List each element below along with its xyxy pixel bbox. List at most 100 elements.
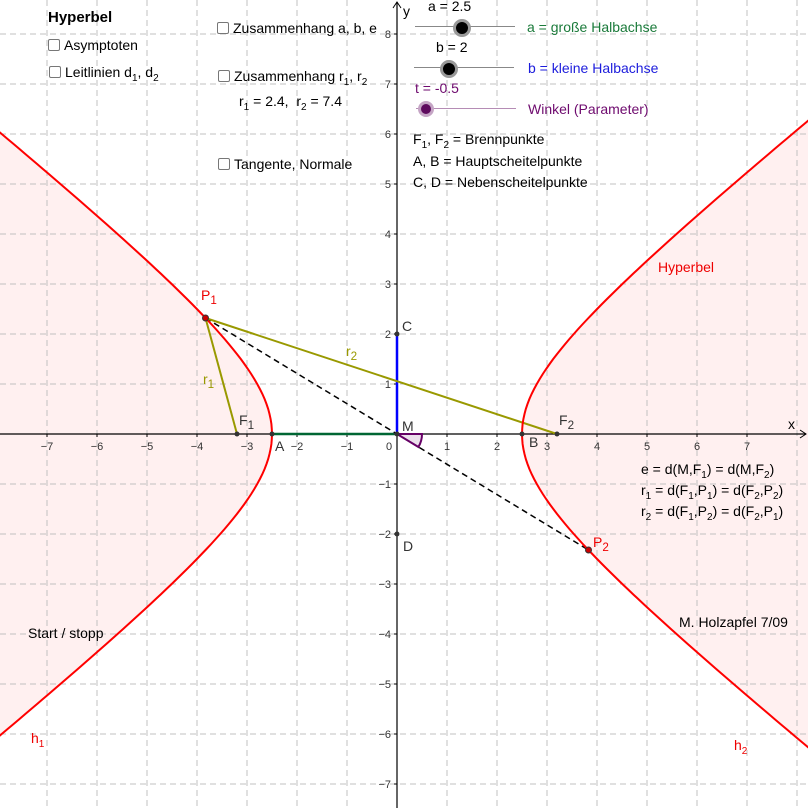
y-tick-label: 8: [385, 29, 391, 41]
h2-label: h2: [734, 737, 748, 757]
page-title: Hyperbel: [48, 9, 113, 26]
y-tick-label: −4: [378, 629, 391, 641]
checkbox-tangente-normale[interactable]: Tangente, Normale: [218, 156, 352, 172]
x-axis-label: x: [788, 416, 795, 432]
slider-a-description: a = große Halbachse: [527, 19, 658, 35]
x-tick-label: 5: [644, 441, 650, 453]
construction-lines: [204, 317, 589, 551]
y-tick-label: −2: [378, 529, 391, 541]
r-values-text: r1 = 2.4, r2 = 7.4: [239, 93, 342, 113]
slider-t[interactable]: [416, 99, 516, 119]
slider-b-description: b = kleine Halbachse: [528, 60, 659, 76]
checkbox-asymptoten[interactable]: Asymptoten: [48, 37, 138, 53]
start-stop-button[interactable]: Start / stopp: [28, 625, 104, 641]
x-tick-label: 6: [694, 441, 700, 453]
y-axis-label: y: [403, 3, 410, 19]
legend-brennpunkte: F1, F2 = Brennpunkte: [413, 131, 545, 151]
fill-right-branch: [522, 120, 808, 748]
y-tick-label: 2: [385, 329, 391, 341]
point-label-F1: F1: [239, 412, 255, 432]
author-credit: M. Holzapfel 7/09: [679, 614, 788, 630]
point-A[interactable]: [269, 431, 275, 437]
x-tick-label: 0: [386, 441, 392, 453]
formula-e: e = d(M,F1) = d(M,F2): [641, 461, 775, 481]
x-tick-label: −7: [41, 441, 54, 453]
segment-label-r1: r1: [203, 371, 215, 391]
point-M[interactable]: [394, 431, 400, 437]
y-tick-label: 3: [385, 279, 391, 291]
point-label-A: A: [275, 438, 285, 454]
point-C[interactable]: [394, 331, 400, 337]
formula-r1: r1 = d(F1,P1) = d(F2,P2): [641, 482, 784, 502]
y-tick-label: 6: [385, 129, 391, 141]
point-D[interactable]: [394, 531, 400, 537]
point-label-D: D: [403, 538, 414, 554]
y-tick-label: −3: [378, 579, 391, 591]
checkbox-box[interactable]: [48, 39, 60, 51]
point-P1[interactable]: [202, 314, 209, 322]
x-tick-label: −5: [141, 441, 154, 453]
formula-r2: r2 = d(F1,P2) = d(F2,P1): [641, 503, 784, 523]
checkbox-leitlinien[interactable]: Leitlinien d1, d2: [49, 64, 159, 84]
point-label-C: C: [402, 318, 413, 334]
x-tick-label: 2: [494, 441, 500, 453]
checkbox-zusammenhang-r1r2[interactable]: Zusammenhang r1, r2: [218, 68, 367, 88]
x-axis-arrow-icon: [799, 429, 807, 439]
y-tick-label: 1: [385, 379, 391, 391]
h1-label: h1: [31, 730, 45, 750]
slider-handle[interactable]: [453, 19, 471, 37]
legend-hauptscheitel: A, B = Hauptscheitelpunkte: [413, 153, 583, 169]
legend-nebenscheitel: C, D = Nebenscheitelpunkte: [413, 174, 588, 190]
points[interactable]: [202, 314, 592, 554]
slider-t-value: t = -0.5: [415, 80, 459, 96]
slider-a[interactable]: [415, 17, 515, 37]
x-tick-label: −3: [241, 441, 254, 453]
point-P2[interactable]: [585, 546, 592, 554]
slider-a-value: a = 2.5: [428, 0, 472, 14]
x-tick-label: 4: [594, 441, 600, 453]
x-tick-label: 7: [744, 441, 750, 453]
point-F1[interactable]: [234, 431, 240, 437]
checkbox-box[interactable]: [218, 158, 230, 170]
slider-track[interactable]: [414, 67, 514, 68]
slider-t-description: Winkel (Parameter): [528, 101, 649, 117]
x-tick-label: −4: [191, 441, 204, 453]
y-tick-label: 5: [385, 179, 391, 191]
point-label-F2: F2: [559, 412, 575, 432]
x-tick-label: 1: [444, 441, 450, 453]
angle-t-sector: [393, 433, 424, 449]
x-tick-label: 3: [544, 441, 550, 453]
x-tick-label: −6: [91, 441, 104, 453]
point-F2[interactable]: [554, 431, 560, 437]
y-tick-label: −6: [378, 729, 391, 741]
slider-b-value: b = 2: [436, 39, 468, 55]
y-tick-label: −5: [378, 679, 391, 691]
checkbox-zusammenhang-abe[interactable]: Zusammenhang a, b, e: [217, 20, 377, 36]
y-tick-label: 4: [385, 229, 391, 241]
slider-handle[interactable]: [440, 60, 458, 78]
point-B[interactable]: [519, 431, 525, 437]
y-tick-label: −7: [378, 779, 391, 791]
slider-handle[interactable]: [418, 101, 434, 117]
segment-r1: [204, 317, 238, 435]
point-label-P1: P1: [201, 287, 217, 307]
slider-track[interactable]: [416, 108, 516, 109]
slider-b[interactable]: [414, 58, 514, 78]
checkbox-box[interactable]: [218, 70, 230, 82]
segment-r2: [205, 317, 558, 435]
segment-label-r2: r2: [346, 343, 358, 363]
y-tick-label: −1: [378, 479, 391, 491]
point-label-B: B: [529, 434, 539, 450]
point-label-M: M: [402, 418, 414, 434]
fill-left-branch: [0, 132, 272, 736]
checkbox-box[interactable]: [217, 22, 229, 34]
y-tick-label: 7: [385, 79, 391, 91]
checkbox-box[interactable]: [49, 66, 61, 78]
x-tick-label: −2: [291, 441, 304, 453]
hyperbel-label: Hyperbel: [658, 259, 715, 275]
x-tick-label: −1: [341, 441, 354, 453]
y-axis-arrow-icon: [392, 1, 402, 9]
point-label-P2: P2: [593, 534, 609, 554]
